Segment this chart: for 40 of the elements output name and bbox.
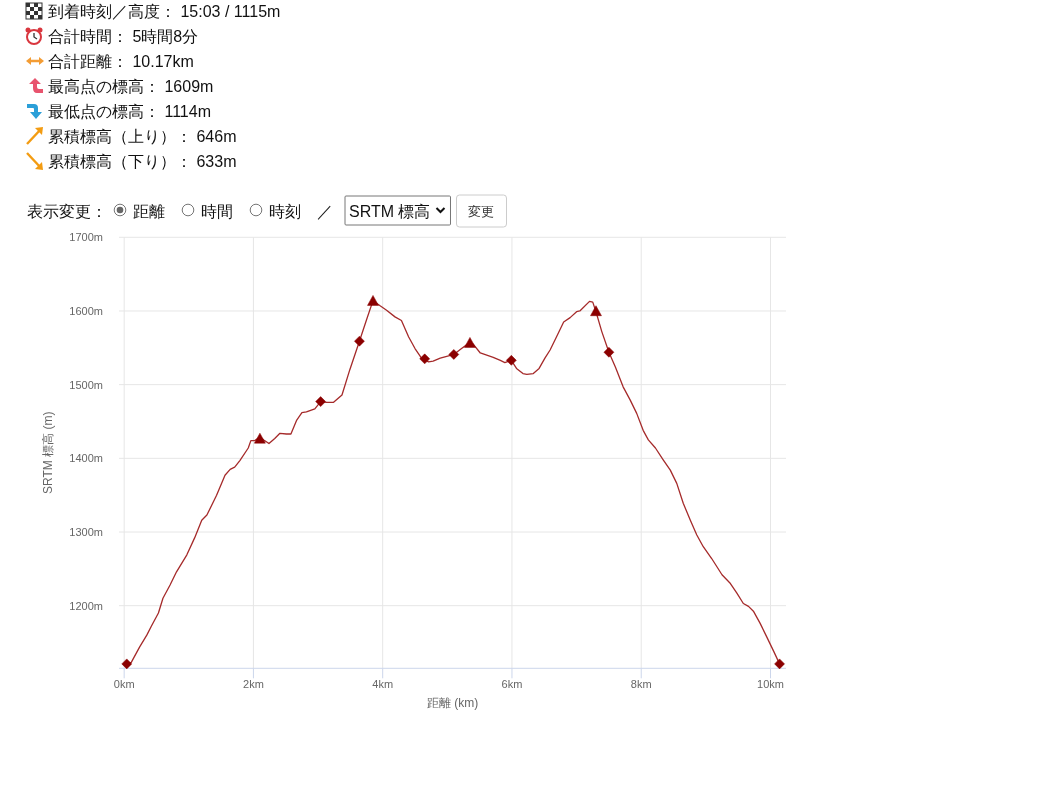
point bbox=[354, 335, 365, 347]
point bbox=[464, 337, 476, 348]
y-tick-label: 1600m bbox=[69, 304, 103, 317]
y-tick-label: 1400m bbox=[69, 452, 103, 465]
text: 最低点の標高： 1114m bbox=[48, 103, 211, 120]
y-axis-title: SRTM 標高 (m) bbox=[41, 411, 55, 495]
point bbox=[419, 353, 430, 365]
text: 最高点の標高： 1609m bbox=[48, 78, 214, 95]
text: ／ bbox=[317, 203, 333, 220]
x-axis-title: 距離 (km) bbox=[426, 696, 479, 711]
x-tick-label: 2km bbox=[243, 678, 264, 691]
y-tick-label: 1200m bbox=[69, 599, 103, 612]
text: 時刻 bbox=[269, 203, 301, 220]
y-tick-label: 1500m bbox=[69, 378, 103, 391]
text: 累積標高（上り）： 646m bbox=[48, 128, 237, 145]
text: 時間 bbox=[201, 203, 233, 220]
point bbox=[590, 305, 602, 316]
x-tick-label: 4km bbox=[372, 678, 394, 691]
text: 到着時刻／高度： 15:03 / 1115m bbox=[48, 3, 281, 20]
point bbox=[448, 349, 460, 360]
point bbox=[603, 346, 615, 358]
point bbox=[121, 658, 133, 670]
x-tick-label: 10km bbox=[757, 678, 784, 691]
text: 表示変更： bbox=[27, 203, 107, 220]
x-tick-label: 0km bbox=[113, 678, 135, 691]
x-tick-label: 6km bbox=[501, 678, 523, 691]
point bbox=[506, 355, 517, 366]
text: 距離 bbox=[133, 203, 165, 220]
text: SRTM 標高 bbox=[349, 203, 431, 220]
text: 変更 bbox=[468, 204, 495, 219]
point bbox=[254, 432, 266, 444]
x-tick-label: 8km bbox=[630, 678, 652, 691]
text: 合計時間： 5時間8分 bbox=[48, 28, 199, 45]
point bbox=[367, 295, 379, 306]
text: 累積標高（下り）： 633m bbox=[48, 153, 237, 170]
y-tick-label: 1700m bbox=[69, 231, 103, 244]
text: 合計距離： 10.17km bbox=[48, 53, 194, 70]
point bbox=[774, 658, 785, 670]
point bbox=[315, 396, 326, 407]
y-tick-label: 1300m bbox=[69, 526, 103, 538]
